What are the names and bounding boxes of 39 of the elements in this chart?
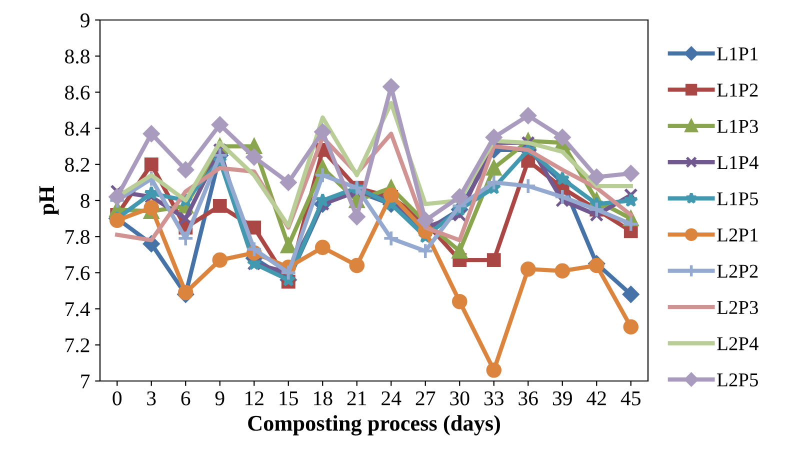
y-tick-label: 8.8 — [65, 49, 90, 64]
y-tick-label: 7.8 — [66, 230, 90, 244]
x-tick-label: 21 — [347, 391, 366, 406]
legend-label: L2P5 — [717, 373, 758, 386]
legend-label: L2P1 — [717, 228, 758, 242]
y-tick-label: 8.2 — [65, 158, 90, 172]
x-tick-label: 9 — [215, 391, 224, 406]
y-tick-label: 7.2 — [66, 338, 90, 352]
legend-label: L1P3 — [717, 120, 758, 133]
y-tick-label: 8 — [80, 194, 90, 208]
x-tick-label: 6 — [181, 391, 190, 406]
x-tick-label: 18 — [314, 391, 332, 406]
x-tick-label: 12 — [246, 391, 264, 406]
legend-label: L2P2 — [717, 264, 758, 278]
x-tick-label: 0 — [112, 391, 122, 406]
x-tick-label: 24 — [382, 391, 402, 406]
x-tick-label: 27 — [416, 391, 436, 406]
x-tick-label: 33 — [484, 391, 504, 406]
y-tick-label: 8.6 — [65, 86, 90, 100]
y-tick-label: 7.6 — [66, 266, 90, 280]
y-tick-label: 8.4 — [65, 122, 90, 136]
legend-label: L1P1 — [717, 47, 758, 60]
legend-label: L2P3 — [717, 300, 758, 314]
y-tick-label: 7.4 — [66, 302, 90, 316]
x-tick-label: 39 — [552, 391, 572, 406]
legend-label: L1P2 — [717, 84, 758, 96]
legend-label: L1P5 — [717, 192, 758, 206]
x-tick-label: 3 — [147, 391, 156, 406]
x-tick-label: 45 — [620, 391, 640, 406]
x-tick-label: 30 — [450, 391, 470, 406]
y-tick-label: 9 — [80, 13, 90, 28]
legend-label: L1P4 — [717, 156, 758, 169]
y-axis-title: pH — [39, 186, 59, 216]
legend-label: L2P4 — [717, 337, 758, 350]
y-tick-label: 7 — [81, 374, 90, 388]
x-tick-label: 42 — [586, 391, 606, 406]
x-axis-title: Composting process (days) — [248, 415, 500, 436]
x-tick-label: 36 — [518, 391, 538, 406]
x-tick-label: 15 — [280, 391, 298, 406]
